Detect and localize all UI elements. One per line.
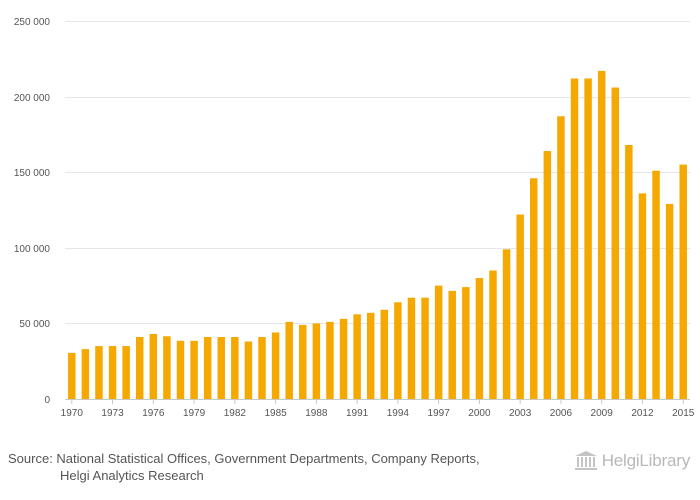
- bar-1983: [244, 341, 253, 399]
- bar-1973: [108, 346, 117, 399]
- bar-1985: [271, 332, 280, 399]
- bar-2012: [638, 193, 647, 399]
- x-tick-label: 1997: [428, 408, 451, 419]
- bar-1980: [203, 337, 212, 399]
- bar-2010: [611, 87, 620, 399]
- bar-1997: [434, 285, 443, 399]
- bar-1982: [231, 337, 239, 399]
- source-line-1: Source: National Statistical Offices, Go…: [8, 451, 480, 466]
- y-tick-label: 200 000: [14, 93, 51, 104]
- y-tick-label: 100 000: [14, 244, 51, 255]
- x-tick-label: 1988: [305, 408, 328, 419]
- bar-1977: [163, 336, 171, 399]
- bar-1990: [339, 318, 348, 399]
- source-note: Source: National Statistical Offices, Go…: [8, 450, 548, 484]
- bar-1988: [312, 323, 321, 399]
- x-tick-label: 1991: [346, 408, 369, 419]
- bar-1999: [462, 287, 470, 399]
- bar-1981: [217, 337, 225, 399]
- gridlines: [65, 21, 690, 324]
- bar-2013: [652, 170, 660, 399]
- library-building-icon: [574, 451, 597, 470]
- y-axis-tick-labels: 0 50 000 100 000 150 000 200 000 250 000: [14, 17, 51, 406]
- x-tick-label: 2003: [509, 408, 532, 419]
- x-tick-label: 2006: [550, 408, 573, 419]
- bar-1991: [353, 314, 361, 399]
- y-tick-label: 0: [44, 395, 50, 406]
- x-tick-label: 2009: [591, 408, 614, 419]
- x-tick-label: 1973: [101, 408, 124, 419]
- bar-1995: [407, 297, 416, 399]
- x-tick-label: 1982: [224, 408, 247, 419]
- y-tick-label: 250 000: [14, 17, 51, 28]
- x-tick-label: 1970: [61, 408, 84, 419]
- x-tick-label: 2000: [468, 408, 491, 419]
- bar-2004: [530, 178, 538, 399]
- bar-1976: [149, 333, 158, 399]
- bar-1986: [285, 321, 293, 399]
- bar-2005: [543, 151, 552, 399]
- x-tick-label: 1985: [264, 408, 287, 419]
- bar-1978: [176, 340, 185, 399]
- brand-name: HelgiLibrary: [601, 451, 691, 470]
- y-tick-label: 150 000: [14, 168, 51, 179]
- bar-2014: [665, 203, 674, 399]
- bar-2000: [475, 278, 484, 399]
- bar-series: [68, 70, 687, 400]
- helgi-library-logo: HelgiLibrary: [574, 449, 690, 473]
- bar-1998: [448, 290, 456, 399]
- bar-1989: [326, 321, 334, 399]
- bar-2011: [625, 144, 633, 399]
- bar-1974: [122, 346, 130, 399]
- bar-1993: [380, 309, 389, 399]
- bar-1994: [394, 302, 402, 399]
- bar-2001: [489, 270, 497, 399]
- x-tick-label: 2015: [672, 408, 695, 419]
- x-axis-tick-labels: 1970 1973 1976 1979 1982 1985 1988 1991 1994 1997…: [61, 408, 695, 419]
- bar-2002: [502, 249, 511, 399]
- x-tick-label: 1979: [183, 408, 206, 419]
- bar-1979: [190, 340, 198, 399]
- bar-1975: [135, 337, 144, 399]
- source-line-2: Helgi Analytics Research: [60, 468, 204, 483]
- bar-1984: [258, 337, 266, 399]
- bar-1970: [68, 352, 76, 399]
- x-tick-label: 1976: [142, 408, 165, 419]
- bar-1987: [299, 324, 307, 399]
- bar-2015: [679, 164, 687, 399]
- bar-1972: [95, 346, 103, 399]
- bar-1996: [421, 297, 429, 399]
- bar-1971: [81, 349, 90, 399]
- bar-2007: [570, 78, 579, 400]
- bar-2006: [557, 116, 565, 399]
- y-tick-label: 50 000: [19, 319, 50, 330]
- bar-2008: [584, 78, 592, 400]
- x-tick-label: 2012: [631, 408, 654, 419]
- x-axis-ticks: [71, 399, 684, 404]
- x-tick-label: 1994: [387, 408, 410, 419]
- bar-1992: [366, 312, 375, 399]
- bar-2003: [516, 214, 524, 399]
- bar-chart: 0 50 000 100 000 150 000 200 000 250 000 1970…: [14, 17, 695, 419]
- bar-2009: [597, 70, 606, 400]
